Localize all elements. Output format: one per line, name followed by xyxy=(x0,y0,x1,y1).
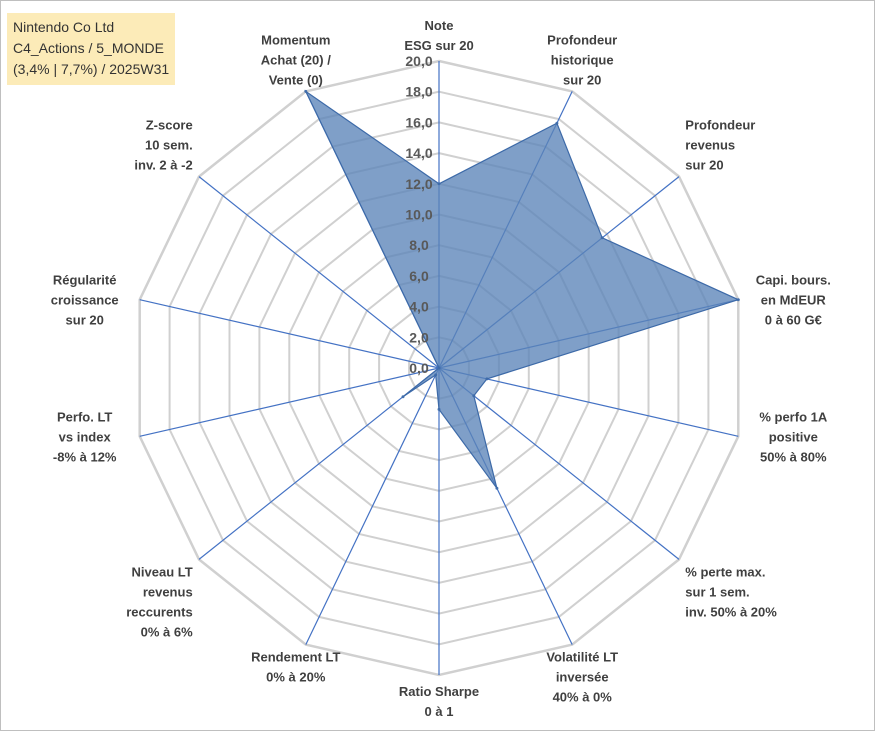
data-point xyxy=(736,298,740,302)
axis-label: Profondeur xyxy=(547,32,617,47)
label-layer: Note ESG sur 20 Profondeur historique sur 20… xyxy=(51,18,831,719)
data-point xyxy=(555,121,559,125)
axis-label: 0% à 20% xyxy=(266,670,326,685)
axis-label: inv. 50% à 20% xyxy=(685,604,777,619)
axis-label: Note xyxy=(425,18,454,33)
axis-label: Ratio Sharpe xyxy=(399,684,479,699)
axis-label: Capi. bours. xyxy=(756,273,831,288)
axis-label: Achat (20) / xyxy=(261,52,331,67)
axis-label: 0% à 6% xyxy=(141,624,193,639)
axis-label: 0 à 1 xyxy=(425,704,454,719)
axis-label: Régularité xyxy=(53,273,117,288)
axis-spoke xyxy=(438,367,739,437)
axis-label: sur 20 xyxy=(563,72,601,87)
axis-label: 0 à 60 G€ xyxy=(765,313,822,328)
axis-label: Volatilité LT xyxy=(546,650,618,665)
data-point xyxy=(304,89,308,93)
axis-spoke xyxy=(139,367,440,437)
tick-label: 20,0 xyxy=(405,53,432,69)
axis-label: Profondeur xyxy=(685,118,755,133)
axis-spoke xyxy=(305,367,440,645)
axis-label: positive xyxy=(769,429,818,444)
axis-label: Vente (0) xyxy=(269,72,323,87)
axis-label: revenus xyxy=(143,584,193,599)
title-line-company: Nintendo Co Ltd xyxy=(13,19,115,35)
axis-label: en MdEUR xyxy=(761,293,827,308)
title-box: Nintendo Co Ltd C4_Actions / 5_MONDE (3,… xyxy=(7,13,176,85)
data-point xyxy=(472,394,476,398)
tick-label: 18,0 xyxy=(405,84,432,100)
axis-label: Momentum xyxy=(261,32,330,47)
axis-label: 40% à 0% xyxy=(553,690,613,705)
title-line-stats: (3,4% | 7,7%) / 2025W31 xyxy=(13,61,170,77)
axis-label: sur 20 xyxy=(66,313,104,328)
axis-label: revenus xyxy=(685,138,735,153)
axis-label: sur 20 xyxy=(685,158,723,173)
axis-label: Perfo. LT xyxy=(57,409,112,424)
axis-label: -8% à 12% xyxy=(53,449,117,464)
data-point xyxy=(437,366,441,370)
axis-label: Rendement LT xyxy=(251,650,340,665)
tick-label: 0,0 xyxy=(409,360,429,376)
data-point xyxy=(401,395,405,399)
axis-label: Z-score xyxy=(146,118,193,133)
axis-spoke xyxy=(198,176,440,369)
tick-label: 12,0 xyxy=(405,176,432,192)
tick-label: 6,0 xyxy=(409,268,429,284)
axis-label: % perte max. xyxy=(685,564,765,579)
axis-spoke xyxy=(139,299,440,369)
axis-label: sur 1 sem. xyxy=(685,584,749,599)
data-point xyxy=(485,377,489,381)
data-point xyxy=(495,486,499,490)
data-point xyxy=(437,182,441,186)
tick-label: 16,0 xyxy=(405,114,432,130)
data-point xyxy=(437,407,441,411)
axis-spoke xyxy=(198,367,440,560)
axis-label: inv. 2 à -2 xyxy=(134,158,192,173)
data-point xyxy=(600,236,604,240)
axis-label: 10 sem. xyxy=(145,138,193,153)
series-layer xyxy=(304,89,740,490)
axis-label: vs index xyxy=(59,429,112,444)
axis-spoke xyxy=(438,367,680,560)
data-point xyxy=(434,373,438,377)
tick-layer: 0,0 2,0 4,0 6,0 8,0 10,0 12,0 14,0 16,0 18,0 20,0 xyxy=(405,53,432,376)
axis-label: 50% à 80% xyxy=(760,449,827,464)
tick-label: 8,0 xyxy=(409,237,429,253)
title-line-category: C4_Actions / 5_MONDE xyxy=(13,40,164,56)
axis-label: historique xyxy=(551,52,614,67)
axis-label: % perfo 1A xyxy=(759,409,828,424)
axis-label: inversée xyxy=(556,670,609,685)
axis-label: Niveau LT xyxy=(132,564,193,579)
axis-label: ESG sur 20 xyxy=(404,38,473,53)
tick-label: 10,0 xyxy=(405,207,432,223)
axis-label: croissance xyxy=(51,293,119,308)
tick-label: 4,0 xyxy=(409,299,429,315)
axis-label: reccurents xyxy=(126,604,192,619)
tick-label: 2,0 xyxy=(409,329,429,345)
tick-label: 14,0 xyxy=(405,145,432,161)
